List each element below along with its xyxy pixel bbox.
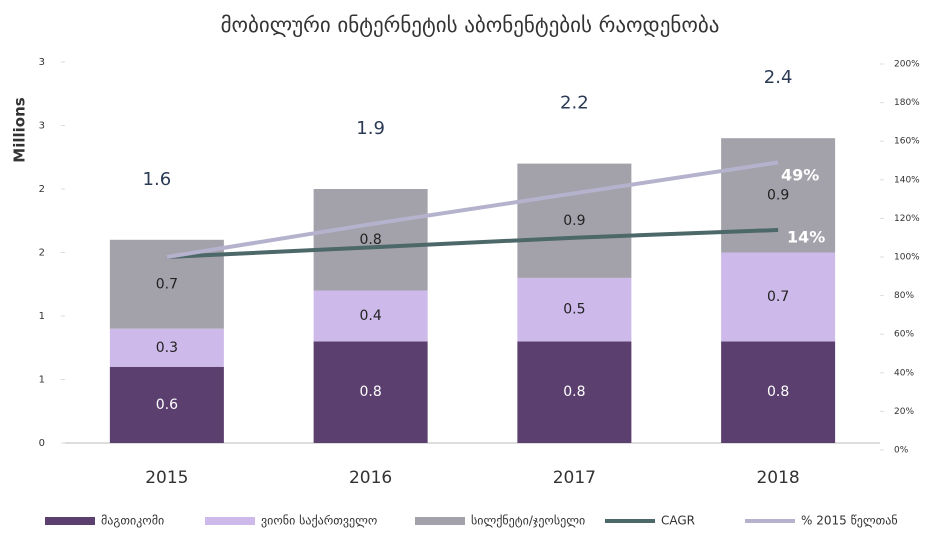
annotation: 14%: [787, 228, 825, 247]
bar-segment: [109, 366, 224, 443]
value-label: 0.7: [767, 289, 789, 305]
value-label: 0.3: [156, 340, 178, 356]
value-label: 0.8: [563, 384, 585, 400]
bar-segment: [721, 341, 836, 443]
y2-tick-label: 80%: [894, 291, 914, 301]
y2-tick-label: 20%: [894, 407, 914, 417]
legend-label: CAGR: [661, 514, 695, 528]
value-label: 0.9: [767, 187, 789, 203]
y-tick-label: 1: [39, 311, 45, 322]
y2-tick-label: 120%: [894, 214, 920, 224]
value-label: 0.8: [767, 384, 789, 400]
y-tick-label: 2: [39, 184, 45, 195]
y2-tick-label: 100%: [894, 253, 920, 263]
legend-swatch: [45, 517, 95, 525]
line-series: [166, 160, 779, 259]
value-label: 0.6: [156, 397, 178, 413]
chart-title: მობილური ინტერნეტის აბონენტების რაოდენობ…: [221, 13, 720, 37]
bar-segment: [517, 277, 632, 342]
y-tick-label: 3: [39, 57, 45, 68]
bar-segment: [313, 341, 428, 443]
bar-segment: [517, 163, 632, 278]
x-tick-label: 2017: [553, 468, 596, 488]
y-tick-label: 1: [39, 375, 45, 386]
legend-label: მაგთიკომი: [101, 514, 164, 528]
value-label: 0.9: [563, 213, 585, 229]
bar-segment: [313, 290, 428, 342]
y2-tick-label: 140%: [894, 175, 920, 185]
y-axis-label: Millions: [11, 97, 29, 162]
y2-tick-label: 0%: [894, 446, 909, 456]
total-label: 1.6: [143, 169, 172, 190]
legend-label: % 2015 წელთან: [801, 514, 898, 528]
annotation: 49%: [781, 166, 819, 185]
x-tick-label: 2018: [756, 468, 799, 488]
y-tick-label: 2: [39, 248, 45, 259]
total-label: 1.9: [356, 118, 385, 139]
value-label: 0.7: [156, 276, 178, 292]
bar-segment: [721, 252, 836, 342]
legend-label: სილქნეტი/ჯეოსელი: [471, 514, 585, 528]
bar-segment: [721, 138, 836, 253]
value-label: 0.4: [359, 308, 381, 324]
y-tick-label: 0: [39, 438, 45, 449]
y2-tick-label: 180%: [894, 98, 920, 108]
x-tick-label: 2015: [145, 468, 188, 488]
total-label: 2.2: [560, 93, 589, 114]
bar-segment: [313, 189, 428, 291]
legend-swatch: [415, 517, 465, 525]
value-label: 0.8: [359, 384, 381, 400]
bar-segment: [517, 341, 632, 443]
legend-swatch: [205, 517, 255, 525]
value-label: 0.5: [563, 302, 585, 318]
line-series: [166, 227, 779, 259]
y2-tick-label: 160%: [894, 137, 920, 147]
legend-label: ვიონი საქართველო: [261, 514, 377, 528]
value-label: 0.8: [359, 232, 381, 248]
y2-tick-label: 40%: [894, 368, 914, 378]
x-tick-label: 2016: [349, 468, 392, 488]
y2-tick-label: 200%: [894, 60, 920, 70]
y2-tick-label: 60%: [894, 330, 914, 340]
y-tick-label: 3: [39, 121, 45, 132]
bar-segment: [109, 328, 224, 367]
total-label: 2.4: [764, 67, 793, 88]
